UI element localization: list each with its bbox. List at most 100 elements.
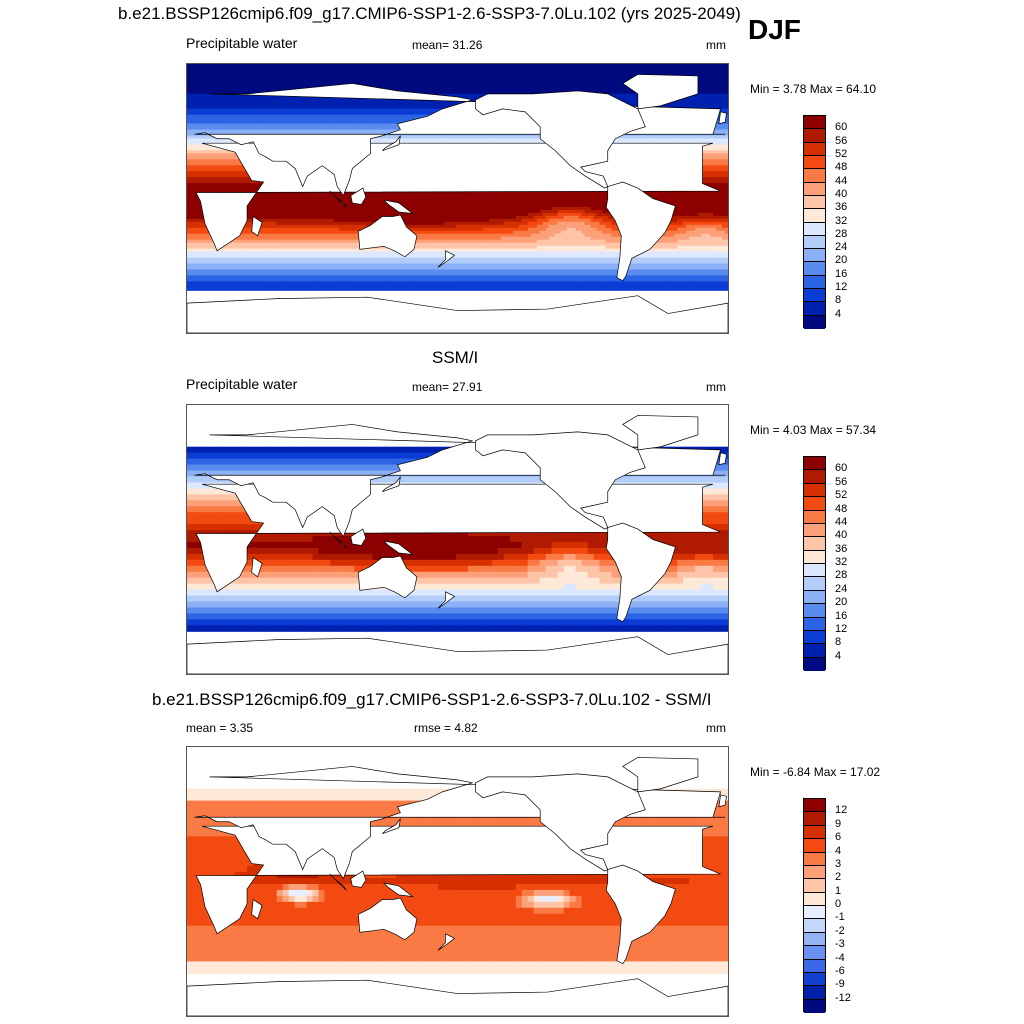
colorbar-tick-label: -12 — [835, 991, 851, 1004]
continent-outline — [350, 870, 367, 888]
panel-3-minmax: Min = -6.84 Max = 17.02 — [750, 765, 881, 779]
colorbar-tick-label: 52 — [835, 489, 848, 502]
colorbar-tick-label: 60 — [835, 462, 848, 475]
colorbar-tick-label: 20 — [835, 596, 848, 609]
colorbar-tick-label: 56 — [835, 475, 848, 488]
colorbar-swatch — [804, 457, 825, 471]
continent-outline — [622, 757, 699, 793]
colorbar-tick-label: -6 — [835, 964, 845, 977]
colorbar-tick-label: 36 — [835, 542, 848, 555]
panel-3-title: b.e21.BSSP126cmip6.f09_g17.CMIP6-SSP1-2.… — [152, 690, 712, 709]
colorbar-swatch — [804, 497, 825, 511]
continent-outline — [329, 190, 347, 208]
colorbar-swatch — [804, 142, 825, 156]
colorbar-swatch — [804, 315, 825, 329]
panel-2-title: SSM/I — [432, 348, 479, 367]
colorbar-swatch — [804, 932, 825, 947]
continent-outline — [605, 181, 676, 282]
panel-1-title: b.e21.BSSP126cmip6.f09_g17.CMIP6-SSP1-2.… — [118, 4, 741, 23]
panel-1-variable-label: Precipitable water — [186, 35, 298, 51]
colorbar-tick-label: 4 — [835, 649, 842, 662]
colorbar-swatch — [804, 235, 825, 250]
colorbar-tick-label: -3 — [835, 938, 845, 951]
continent-outline — [605, 864, 676, 965]
colorbar-tick-label: 36 — [835, 201, 848, 214]
panel-2-units-label: mm — [706, 380, 726, 394]
colorbar-swatch — [804, 825, 825, 840]
colorbar-tick-label: 16 — [835, 609, 848, 622]
colorbar-tick-label: 48 — [835, 161, 848, 174]
continent-outline — [187, 295, 728, 333]
field-cells — [187, 64, 728, 291]
coastlines — [187, 74, 728, 333]
colorbar-tick-label: 1 — [835, 884, 842, 897]
colorbar-swatch — [804, 169, 825, 183]
colorbar-tick-label: 20 — [835, 254, 848, 267]
colorbar-tick-label: 4 — [835, 844, 842, 857]
continent-outline — [622, 415, 699, 451]
colorbar-swatch — [804, 906, 825, 920]
colorbar-swatch — [804, 182, 825, 196]
colorbar-tick-label: 32 — [835, 214, 848, 227]
colorbar-swatch — [804, 812, 825, 826]
colorbar-swatch — [804, 195, 825, 210]
continent-outline — [187, 636, 728, 674]
continent-outline — [437, 591, 456, 609]
continent-outline — [718, 794, 727, 808]
panel-1-mean-label: mean= 31.26 — [412, 38, 483, 52]
colorbar-swatch — [804, 617, 825, 631]
colorbar-tick-label: 56 — [835, 134, 848, 147]
continent-outline — [382, 476, 401, 492]
continent-outline — [195, 825, 721, 935]
continent-outline — [329, 531, 347, 549]
colorbar-tick-label: 12 — [835, 281, 848, 294]
colorbar-swatch — [804, 116, 825, 130]
panel-3-units-label: mm — [706, 721, 726, 735]
colorbar-tick-label: 28 — [835, 227, 848, 240]
continent-outline — [357, 897, 418, 941]
colorbar-swatch — [804, 590, 825, 605]
continent-outline — [251, 556, 263, 578]
panel-1-minmax: Min = 3.78 Max = 64.10 — [750, 82, 877, 96]
colorbar-swatch — [804, 275, 825, 290]
continent-outline — [329, 873, 347, 891]
colorbar-tick-label: 24 — [835, 582, 848, 595]
panel-2-mean-label: mean= 27.91 — [412, 380, 483, 394]
continent-outline — [357, 555, 418, 599]
continent-outline — [475, 431, 646, 530]
colorbar-swatch — [804, 892, 825, 906]
continent-outline — [195, 483, 721, 593]
panel-2-colorbar — [803, 456, 826, 671]
colorbar-tick-label: 6 — [835, 831, 842, 844]
colorbar-tick-label: 40 — [835, 529, 848, 542]
colorbar-tick-label: 52 — [835, 147, 848, 160]
colorbar-tick-label: 44 — [835, 174, 848, 187]
continent-outline — [718, 111, 727, 125]
continent-outline — [251, 215, 263, 237]
colorbar-swatch — [804, 577, 825, 591]
colorbar-swatch — [804, 644, 825, 658]
colorbar-tick-label: 48 — [835, 502, 848, 515]
colorbar-swatch — [804, 470, 825, 484]
colorbar-swatch — [804, 129, 825, 143]
colorbar-tick-label: 3 — [835, 857, 842, 870]
colorbar-tick-label: 28 — [835, 569, 848, 582]
colorbar-swatch — [804, 865, 825, 880]
continent-outline — [382, 199, 414, 214]
colorbar-swatch — [804, 959, 825, 973]
continent-outline — [475, 90, 646, 189]
colorbar-swatch — [804, 262, 825, 276]
continent-outline — [382, 135, 401, 151]
colorbar-tick-label: -9 — [835, 978, 845, 991]
continent-outline — [437, 933, 456, 951]
colorbar-tick-label: 32 — [835, 556, 848, 568]
colorbar-swatch — [804, 972, 825, 987]
panel-1-map-svg — [187, 64, 728, 333]
continent-outline — [382, 540, 414, 555]
panel-3-map — [186, 746, 729, 1017]
colorbar-tick-label: 8 — [835, 636, 842, 649]
colorbar-swatch — [804, 630, 825, 645]
colorbar-swatch — [804, 155, 825, 170]
colorbar-swatch — [804, 879, 825, 893]
continent-outline — [605, 522, 676, 623]
